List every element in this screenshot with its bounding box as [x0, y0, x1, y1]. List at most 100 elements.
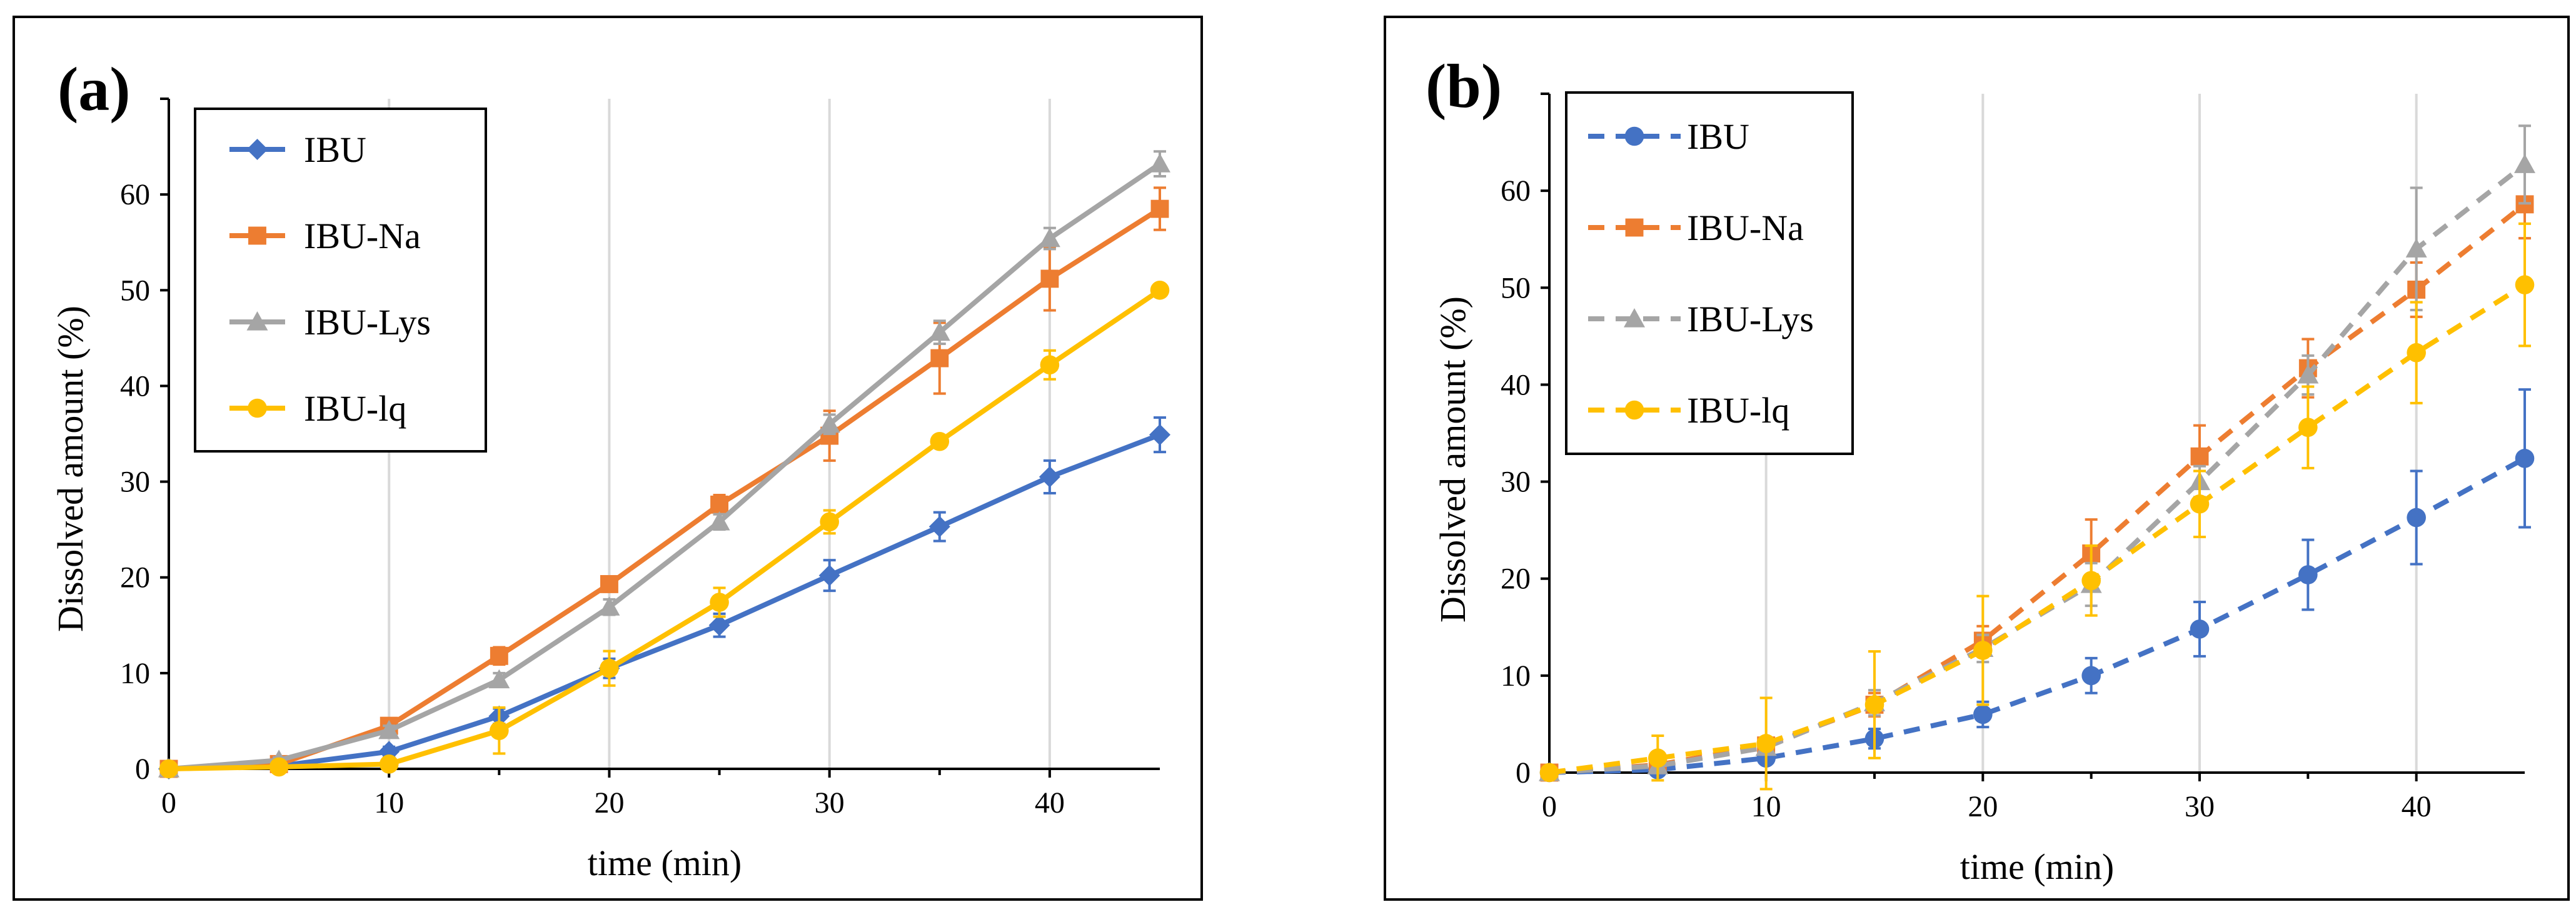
x-axis-label: time (min): [1960, 846, 2114, 887]
x-tick-label: 40: [1035, 786, 1065, 819]
series-ibu-lq: [159, 280, 1170, 779]
data-point: [2298, 418, 2318, 437]
series-ibu-lys: [158, 150, 1170, 778]
legend-swatch-marker: [1625, 218, 1644, 237]
data-point: [1040, 269, 1059, 288]
y-tick-label: 10: [120, 657, 150, 690]
y-tick-label: 60: [1501, 174, 1531, 208]
data-point: [818, 564, 840, 586]
y-tick-label: 20: [120, 561, 150, 594]
series-line: [1549, 283, 2527, 775]
y-tick-label: 0: [1516, 756, 1531, 789]
legend-swatch-marker: [246, 139, 268, 160]
x-tick-label: 20: [594, 786, 624, 819]
chart-panel-b: 0 10 20 30 40 0 10 20 30 40 50 60 (b) time (min) Di…: [1384, 16, 2570, 901]
series-line: [168, 432, 1161, 771]
data-point: [2514, 154, 2535, 173]
x-tick-label: 20: [1968, 790, 1998, 823]
data-point: [1973, 641, 1993, 660]
data-point: [928, 321, 950, 341]
y-tick-label: 0: [135, 753, 150, 786]
data-point: [2190, 447, 2209, 466]
y-tick-label: 40: [1501, 368, 1531, 401]
data-point: [269, 757, 289, 777]
data-point: [1648, 748, 1668, 768]
x-tick-label: 10: [374, 786, 404, 819]
series-line: [168, 288, 1162, 771]
data-point: [2081, 571, 2101, 591]
legend-swatch-marker: [1624, 308, 1645, 328]
data-point: [598, 596, 620, 616]
data-point: [1150, 280, 1170, 300]
data-point: [488, 669, 510, 689]
data-point: [159, 759, 179, 779]
series-line: [1549, 202, 2527, 775]
data-point: [2298, 565, 2318, 584]
data-point: [2405, 238, 2427, 258]
data-point: [2297, 364, 2319, 384]
data-point: [708, 511, 730, 531]
panel-label: (a): [58, 54, 131, 124]
legend-item-ibu-lq: IBU-lq: [229, 388, 406, 429]
data-point: [1039, 228, 1060, 248]
data-point: [2081, 666, 2101, 686]
data-point: [379, 754, 399, 774]
data-point: [708, 614, 730, 636]
data-point: [2190, 619, 2210, 639]
legend-label: IBU-Lys: [1687, 299, 1814, 339]
data-point: [1973, 704, 1993, 724]
legend-swatch-marker: [1624, 126, 1644, 146]
y-tick-label: 10: [1501, 659, 1531, 693]
legend-label: IBU: [304, 129, 366, 170]
legend-item-ibu-na: IBU-Na: [1588, 208, 1804, 248]
data-point: [2515, 275, 2535, 294]
x-tick-label: 30: [815, 786, 845, 819]
data-point: [820, 512, 839, 532]
data-point: [2190, 494, 2210, 514]
data-point: [490, 721, 509, 741]
legend-label: IBU-Lys: [304, 302, 431, 343]
legend-box: [194, 108, 487, 453]
data-point: [928, 516, 950, 538]
legend-label: IBU-Na: [304, 216, 421, 256]
data-point: [1039, 466, 1060, 488]
data-point: [1149, 153, 1170, 173]
data-point: [600, 574, 618, 593]
y-tick-label: 20: [1501, 563, 1531, 596]
series-ibu-lq: [1539, 222, 2535, 791]
legend-item-ibu: IBU: [1588, 116, 1749, 157]
data-point: [818, 413, 840, 433]
legend-label: IBU-Na: [1687, 208, 1804, 248]
legend-item-ibu-lys: IBU-Lys: [1588, 299, 1814, 339]
data-point: [1040, 355, 1060, 375]
legend: IBU IBU-Na IBU-Lys IBU-lq: [1565, 91, 1854, 455]
legend-item-ibu-na: IBU-Na: [229, 216, 421, 256]
y-tick-label: 40: [120, 369, 150, 403]
legend-item-ibu-lys: IBU-Lys: [229, 302, 431, 343]
data-point: [600, 658, 619, 678]
x-tick-label: 0: [161, 786, 176, 819]
chart-panel-a: 0 10 20 30 40 0 10 20 30 40 50 60 (a) time (min) Di…: [13, 16, 1203, 901]
series-line: [1549, 456, 2526, 775]
legend-label: IBU: [1687, 116, 1749, 157]
series-line: [1549, 163, 2527, 775]
y-tick-label: 30: [120, 466, 150, 499]
data-point: [710, 593, 729, 612]
data-point: [1150, 199, 1169, 218]
data-point: [930, 431, 950, 451]
data-point: [2407, 343, 2426, 363]
legend-swatch-marker: [1624, 400, 1644, 420]
data-point: [1539, 763, 1559, 783]
data-point: [378, 719, 400, 739]
series-line: [168, 161, 1162, 771]
legend-item-ibu: IBU: [229, 129, 366, 170]
data-point: [1149, 424, 1170, 446]
legend-swatch-marker: [248, 398, 267, 418]
data-point: [710, 495, 729, 514]
legend-swatch-marker: [248, 226, 266, 245]
y-axis-label: Dissolved amount (%): [1432, 296, 1473, 623]
y-tick-label: 50: [120, 274, 150, 307]
panel-frame: [1384, 16, 2570, 901]
y-axis-label: Dissolved amount (%): [50, 306, 91, 632]
